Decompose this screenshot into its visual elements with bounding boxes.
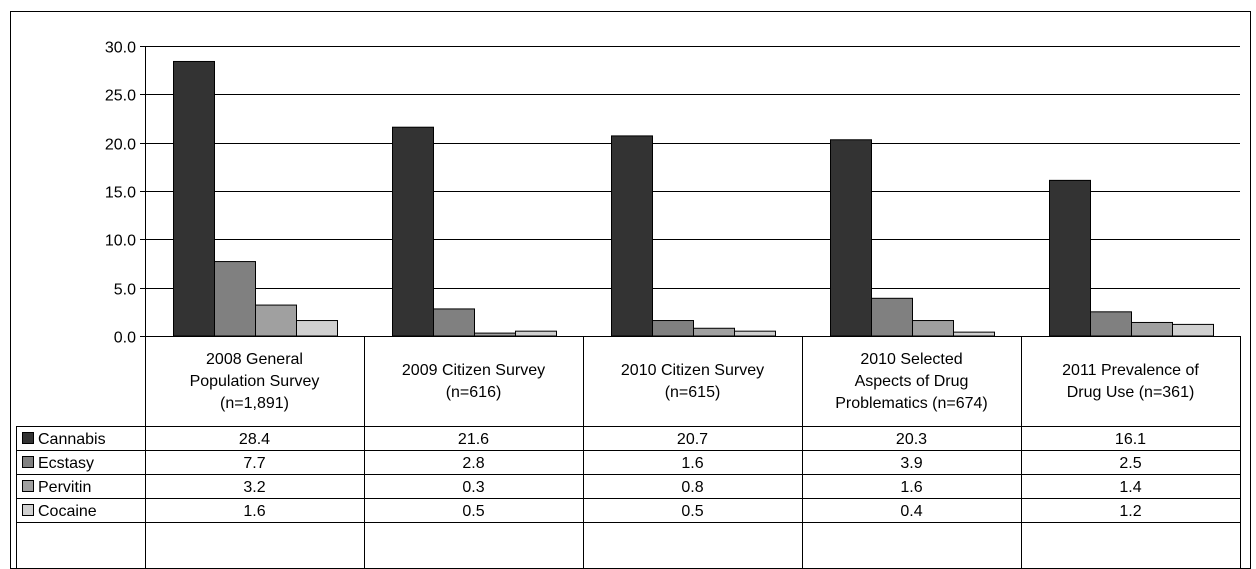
y-axis-ticks: 0.0 5.0 10.0 15.0 20.0 25.0 30.0 xyxy=(105,40,136,347)
bar-cannabis xyxy=(392,126,434,337)
bars xyxy=(173,60,1214,337)
table-cell: 7.7 xyxy=(243,455,265,472)
table-cell: 2.5 xyxy=(1119,455,1141,472)
table-cell: 20.7 xyxy=(677,431,708,448)
category-label: 2009 Citizen Survey xyxy=(402,362,545,379)
table-cell: 1.2 xyxy=(1119,503,1141,520)
bar-ecstasy xyxy=(214,261,256,337)
bar-ecstasy xyxy=(871,297,913,337)
bar-cocaine xyxy=(1172,323,1214,337)
y-tick-label: 20.0 xyxy=(105,137,136,154)
table-cell: 0.5 xyxy=(462,503,484,520)
legend-label-pervitin: Pervitin xyxy=(38,479,91,496)
category-label: (n=1,891) xyxy=(220,395,289,412)
bar-cocaine xyxy=(515,330,557,337)
table-cell: 1.4 xyxy=(1119,479,1141,496)
category-label: 2010 Citizen Survey xyxy=(621,362,764,379)
legend-label-cocaine: Cocaine xyxy=(38,503,97,520)
bar-pervitin xyxy=(255,304,297,337)
table-cell: 2.8 xyxy=(462,455,484,472)
bar-cannabis xyxy=(173,60,215,337)
legend-swatch-cocaine xyxy=(22,504,34,516)
y-tick-label: 5.0 xyxy=(114,282,136,299)
category-label: (n=615) xyxy=(665,384,721,401)
legend-label-cannabis: Cannabis xyxy=(38,431,106,448)
category-label: 2008 General xyxy=(206,351,303,368)
table-cell: 1.6 xyxy=(243,503,265,520)
legend-swatch-ecstasy xyxy=(22,456,34,468)
category-label: Drug Use (n=361) xyxy=(1067,384,1195,401)
legend-label-ecstasy: Ecstasy xyxy=(38,455,94,472)
category-label: (n=616) xyxy=(446,384,502,401)
bar-cocaine xyxy=(296,320,338,337)
category-label: Population Survey xyxy=(190,373,320,390)
table-cell: 3.9 xyxy=(900,455,922,472)
table-cell: 21.6 xyxy=(458,431,489,448)
table-cell: 1.6 xyxy=(900,479,922,496)
bar-cannabis xyxy=(611,135,653,337)
bar-pervitin xyxy=(1131,321,1173,337)
category-label: 2011 Prevalence of xyxy=(1062,362,1199,379)
bar-ecstasy xyxy=(652,320,694,337)
bar-pervitin xyxy=(912,320,954,337)
table-cell: 0.8 xyxy=(681,479,703,496)
table-cell: 1.6 xyxy=(681,455,703,472)
y-tick-label: 10.0 xyxy=(105,233,136,250)
y-tick-label: 30.0 xyxy=(105,40,136,57)
table-cell: 0.4 xyxy=(900,503,922,520)
bar-cannabis xyxy=(1049,179,1091,337)
bar-pervitin xyxy=(693,327,735,337)
y-tick-label: 0.0 xyxy=(114,330,136,347)
category-label: Aspects of Drug xyxy=(855,373,969,390)
bar-cannabis xyxy=(830,139,872,337)
table-cell: 28.4 xyxy=(239,431,270,448)
legend-swatch-cannabis xyxy=(22,432,34,444)
bar-ecstasy xyxy=(1090,311,1132,337)
bar-pervitin xyxy=(474,332,516,337)
data-table: 2008 General Population Survey (n=1,891) 20… xyxy=(16,336,1241,569)
table-cell: 0.3 xyxy=(462,479,484,496)
bar-ecstasy xyxy=(433,308,475,337)
table-cell: 20.3 xyxy=(896,431,927,448)
y-tick-label: 25.0 xyxy=(105,88,136,105)
bar-cocaine xyxy=(953,331,995,337)
y-tick-label: 15.0 xyxy=(105,185,136,202)
table-cell: 0.5 xyxy=(681,503,703,520)
table-cell: 3.2 xyxy=(243,479,265,496)
table-cell: 16.1 xyxy=(1115,431,1146,448)
category-label: Problematics (n=674) xyxy=(835,395,988,412)
category-label: 2010 Selected xyxy=(860,351,962,368)
legend-swatch-pervitin xyxy=(22,480,34,492)
bar-cocaine xyxy=(734,330,776,337)
